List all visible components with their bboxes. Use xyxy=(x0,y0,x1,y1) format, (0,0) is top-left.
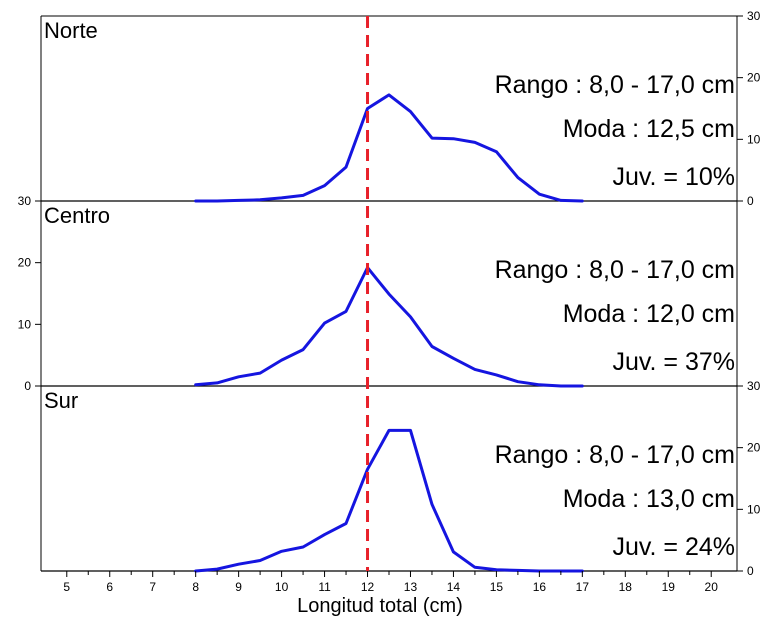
y-tick-label: 30 xyxy=(747,9,761,23)
x-tick-label: 19 xyxy=(662,580,676,594)
x-tick-label: 13 xyxy=(404,580,418,594)
annotation: Rango : 8,0 - 17,0 cm xyxy=(495,441,735,469)
x-tick-label: 8 xyxy=(192,580,199,594)
y-tick-label: 0 xyxy=(747,194,754,208)
x-tick-label: 6 xyxy=(106,580,113,594)
annotation: Rango : 8,0 - 17,0 cm xyxy=(495,71,735,99)
series-line-centro xyxy=(194,266,584,388)
x-tick-label: 15 xyxy=(490,580,504,594)
x-tick-label: 7 xyxy=(149,580,156,594)
panel-title: Norte xyxy=(44,18,98,43)
annotation: Rango : 8,0 - 17,0 cm xyxy=(495,256,735,284)
panel-title: Sur xyxy=(44,388,78,413)
x-tick-label: 17 xyxy=(576,580,590,594)
y-tick-label: 20 xyxy=(747,441,761,455)
x-tick-label: 20 xyxy=(705,580,719,594)
y-tick-label: 20 xyxy=(18,256,32,270)
y-tick-label: 20 xyxy=(747,71,761,85)
annotation: Juv. = 37% xyxy=(612,348,735,376)
annotation: Moda : 12,5 cm xyxy=(563,115,735,143)
y-tick-label: 10 xyxy=(747,502,761,516)
chart-labels: 0 10 20 30 Norte Rango : 8,0 - 17,0 cm Moda : … xyxy=(18,9,761,617)
x-tick-label: 10 xyxy=(275,580,289,594)
annotation: Moda : 13,0 cm xyxy=(563,485,735,513)
x-tick-label: 5 xyxy=(63,580,70,594)
x-axis-label: Longitud total (cm) xyxy=(297,595,463,617)
axis-ticks xyxy=(35,15,743,577)
frequency-lines xyxy=(194,93,584,573)
x-tick-label: 18 xyxy=(619,580,633,594)
y-tick-label: 0 xyxy=(747,564,754,578)
x-tick-label: 14 xyxy=(447,580,461,594)
series-line-norte xyxy=(194,93,584,203)
y-tick-label: 30 xyxy=(747,379,761,393)
y-tick-label: 10 xyxy=(18,317,32,331)
x-tick-label: 12 xyxy=(361,580,375,594)
annotation: Juv. = 24% xyxy=(612,533,735,561)
y-tick-label: 30 xyxy=(18,194,32,208)
y-tick-label: 10 xyxy=(747,132,761,146)
panel-title: Centro xyxy=(44,203,110,228)
annotation: Moda : 12,0 cm xyxy=(563,300,735,328)
y-tick-label: 0 xyxy=(24,379,31,393)
series-line-sur xyxy=(194,428,584,573)
x-tick-label: 9 xyxy=(235,580,242,594)
x-tick-label: 11 xyxy=(318,580,331,594)
x-tick-label: 16 xyxy=(533,580,547,594)
annotation: Juv. = 10% xyxy=(612,163,735,191)
